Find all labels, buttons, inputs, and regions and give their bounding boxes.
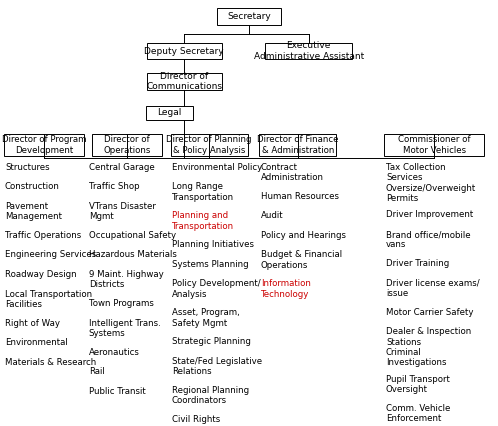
Text: Environmental Policy: Environmental Policy bbox=[172, 163, 262, 172]
Text: Civil Rights: Civil Rights bbox=[172, 415, 220, 424]
Text: Hazardous Materials: Hazardous Materials bbox=[89, 250, 176, 259]
Text: Pavement
Management: Pavement Management bbox=[5, 202, 62, 222]
Text: 9 Maint. Highway
Districts: 9 Maint. Highway Districts bbox=[89, 270, 163, 290]
FancyBboxPatch shape bbox=[265, 43, 353, 59]
Text: Occupational Safety: Occupational Safety bbox=[89, 231, 176, 240]
Text: Asset, Program,
Safety Mgmt: Asset, Program, Safety Mgmt bbox=[172, 308, 240, 328]
FancyBboxPatch shape bbox=[4, 134, 84, 156]
Text: Dealer & Inspection
Stations
Criminal
Investigations: Dealer & Inspection Stations Criminal In… bbox=[386, 327, 471, 367]
Text: Construction: Construction bbox=[5, 182, 60, 191]
Text: Intelligent Trans.
Systems: Intelligent Trans. Systems bbox=[89, 319, 160, 338]
Text: Contract
Administration: Contract Administration bbox=[261, 163, 324, 182]
Text: Pupil Transport
Oversight: Pupil Transport Oversight bbox=[386, 375, 450, 394]
Text: Structures: Structures bbox=[5, 163, 50, 172]
Text: Public Transit: Public Transit bbox=[89, 387, 145, 396]
Text: Director of Program
Development: Director of Program Development bbox=[1, 135, 86, 155]
Text: Budget & Financial
Operations: Budget & Financial Operations bbox=[261, 250, 342, 270]
Text: Motor Carrier Safety: Motor Carrier Safety bbox=[386, 308, 474, 317]
FancyBboxPatch shape bbox=[384, 134, 484, 156]
Text: Deputy Secretary: Deputy Secretary bbox=[144, 46, 224, 56]
Text: Director of
Operations: Director of Operations bbox=[103, 135, 151, 155]
Text: Regional Planning
Coordinators: Regional Planning Coordinators bbox=[172, 386, 249, 406]
Text: Secretary: Secretary bbox=[227, 12, 271, 21]
Text: Brand office/mobile
vans: Brand office/mobile vans bbox=[386, 230, 471, 250]
Text: Driver license exams/
issue: Driver license exams/ issue bbox=[386, 279, 480, 298]
Text: Engineering Services: Engineering Services bbox=[5, 250, 96, 259]
FancyBboxPatch shape bbox=[259, 134, 337, 156]
Text: Legal: Legal bbox=[157, 108, 181, 118]
Text: Audit: Audit bbox=[261, 211, 283, 220]
Text: Traffic Operations: Traffic Operations bbox=[5, 231, 81, 240]
Text: Comm. Vehicle
Enforcement: Comm. Vehicle Enforcement bbox=[386, 404, 450, 423]
Text: Rail: Rail bbox=[89, 367, 105, 376]
Text: Materials & Research: Materials & Research bbox=[5, 358, 96, 367]
Text: Long Range
Transportation: Long Range Transportation bbox=[172, 182, 234, 202]
Text: Systems Planning: Systems Planning bbox=[172, 260, 249, 269]
FancyBboxPatch shape bbox=[170, 134, 248, 156]
Text: Human Resources: Human Resources bbox=[261, 192, 339, 201]
FancyBboxPatch shape bbox=[146, 106, 193, 120]
Text: Strategic Planning: Strategic Planning bbox=[172, 337, 250, 346]
Text: Policy Development/
Analysis: Policy Development/ Analysis bbox=[172, 279, 260, 299]
Text: Director of Finance
& Administration: Director of Finance & Administration bbox=[257, 135, 339, 155]
Text: Central Garage: Central Garage bbox=[89, 163, 154, 172]
Text: Aeronautics: Aeronautics bbox=[89, 348, 139, 357]
Text: Local Transportation
Facilities: Local Transportation Facilities bbox=[5, 290, 92, 309]
Text: Driver Improvement: Driver Improvement bbox=[386, 210, 473, 219]
Text: Tax Collection
Services
Oversize/Overweight
Permits: Tax Collection Services Oversize/Overwei… bbox=[386, 163, 476, 203]
Text: Planning and
Transportation: Planning and Transportation bbox=[172, 211, 234, 231]
Text: Information
Technology: Information Technology bbox=[261, 279, 311, 299]
FancyBboxPatch shape bbox=[147, 73, 222, 90]
Text: Executive
Administrative Assistant: Executive Administrative Assistant bbox=[253, 41, 364, 61]
Text: Driver Training: Driver Training bbox=[386, 259, 449, 268]
Text: Director of
Communications: Director of Communications bbox=[146, 72, 222, 92]
FancyBboxPatch shape bbox=[92, 134, 162, 156]
Text: Environmental: Environmental bbox=[5, 338, 68, 347]
Text: Right of Way: Right of Way bbox=[5, 319, 60, 328]
Text: VTrans Disaster
Mgmt: VTrans Disaster Mgmt bbox=[89, 202, 155, 222]
Text: Policy and Hearings: Policy and Hearings bbox=[261, 231, 346, 240]
Text: Traffic Shop: Traffic Shop bbox=[89, 182, 139, 191]
Text: State/Fed Legislative
Relations: State/Fed Legislative Relations bbox=[172, 357, 262, 377]
Text: Roadway Design: Roadway Design bbox=[5, 270, 77, 279]
Text: Town Programs: Town Programs bbox=[89, 299, 153, 308]
FancyBboxPatch shape bbox=[217, 8, 281, 25]
Text: Planning Initiatives: Planning Initiatives bbox=[172, 240, 254, 249]
Text: Commissioner of
Motor Vehicles: Commissioner of Motor Vehicles bbox=[398, 135, 471, 155]
FancyBboxPatch shape bbox=[147, 43, 222, 59]
Text: Director of Planning
& Policy Analysis: Director of Planning & Policy Analysis bbox=[166, 135, 252, 155]
